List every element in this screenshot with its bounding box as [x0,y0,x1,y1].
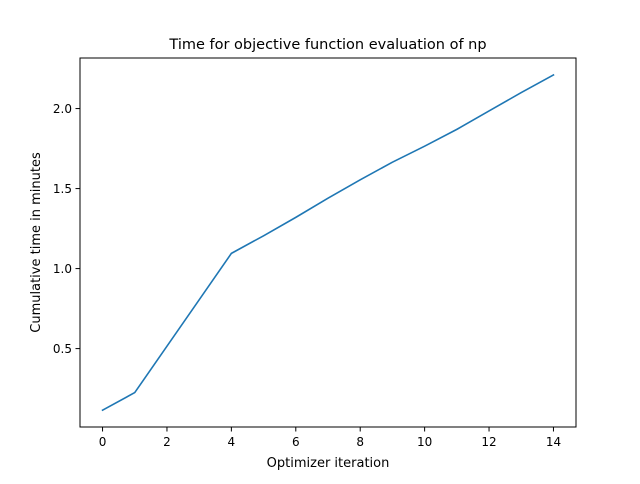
plot-frame [79,57,577,428]
y-axis-ticks: 0.5 1.0 1.5 2.0 [53,102,80,356]
series-line-0 [101,73,555,412]
x-tick-label: 8 [356,435,364,449]
y-tick-label: 1.5 [53,182,72,196]
x-tick-label: 10 [417,435,432,449]
y-tick-label: 0.5 [53,342,72,356]
y-tick-label: 1.0 [53,262,72,276]
x-tick-label: 0 [99,435,107,449]
x-tick-label: 14 [546,435,561,449]
x-axis-ticks: 0 2 4 6 8 10 12 14 [99,427,561,449]
x-tick-label: 2 [163,435,171,449]
x-axis-label: Optimizer iteration [267,456,390,471]
y-tick-label: 2.0 [53,102,72,116]
x-tick-label: 6 [292,435,300,449]
x-tick-label: 12 [481,435,496,449]
chart-title: Time for objective function evaluation o… [168,37,486,53]
x-tick-label: 4 [228,435,236,449]
y-axis-label: Cumulative time in minutes [29,152,44,333]
series-layer [101,73,555,412]
